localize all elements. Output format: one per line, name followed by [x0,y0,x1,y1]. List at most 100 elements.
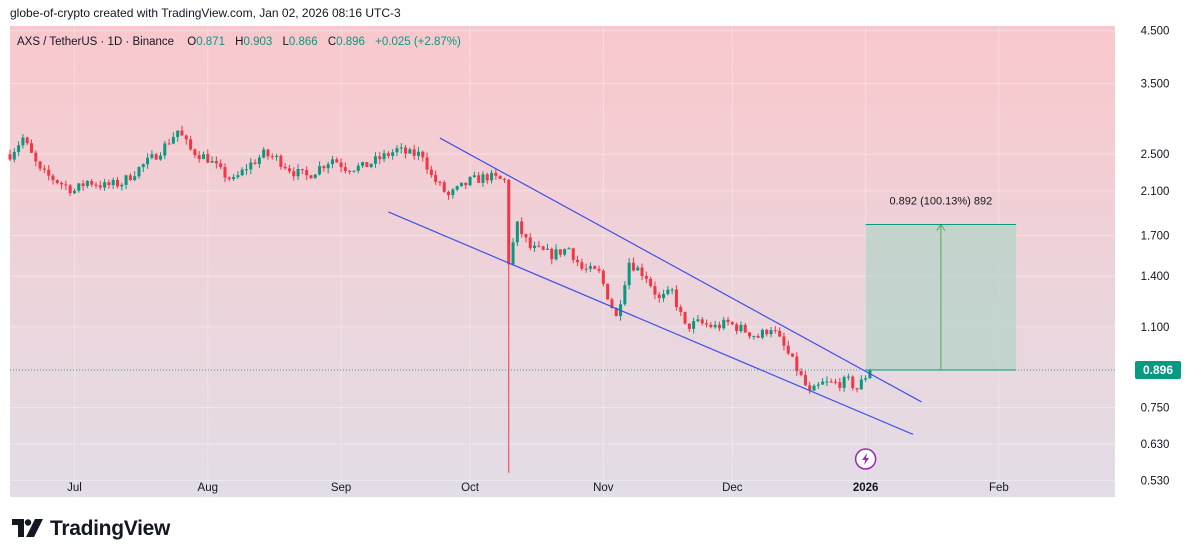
candle-body [369,163,373,168]
candle-body [644,276,648,279]
candle-body [584,268,588,270]
candle-body [455,186,459,190]
candle-body [627,262,631,286]
candle-body [262,149,266,158]
candle-body [287,168,291,172]
candle-body [189,139,193,150]
candle-body [163,143,167,156]
candle-body [606,283,610,300]
candle-body [141,164,145,168]
grid-lines [10,26,1115,497]
candle-body [38,161,42,169]
candle-body [193,149,197,156]
candle-body [322,166,326,169]
candle-body [124,175,128,185]
high-value: 0.903 [243,36,273,48]
candle-body [838,382,842,388]
candle-body [709,324,713,328]
projection-tool[interactable]: 0.892 (100.13%) 892 [865,196,1017,371]
candle-body [670,289,674,291]
candle-body [791,353,795,357]
candle-body [283,166,287,169]
lightning-bolt-icon[interactable] [854,448,877,470]
candle-body [533,245,537,249]
candle-body [700,319,704,324]
price-tick-label: 0.750 [1141,402,1170,414]
candle-body [42,168,46,170]
price-tick-label: 4.500 [1141,26,1170,38]
price-tick-label: 3.500 [1141,78,1170,90]
candle-body [760,329,764,338]
time-axis[interactable]: Jul Aug Sep Oct Nov Dec 2026 Feb [67,482,1009,494]
candle-body [399,147,403,149]
candle-body [851,376,855,389]
candle-body [429,169,433,175]
candle-body [782,336,786,346]
tradingview-brand[interactable]: TradingView [12,515,170,543]
time-tick-label: Jul [67,482,82,494]
candle-body [769,330,773,335]
high-label: H [235,36,244,48]
candle-body [98,185,102,188]
candle-body [412,149,416,156]
candle-body [309,175,313,179]
candle-body [404,147,408,154]
attribution-text: globe-of-crypto created with TradingView… [10,6,401,20]
candle-body [133,176,137,181]
candle-body [318,166,322,175]
candle-body [567,248,571,250]
symbol-legend: AXS / TetherUS · 1D · Binance O0.871 H0.… [17,36,468,48]
candle-body [378,156,382,160]
candle-body [85,180,89,187]
candle-body [365,162,369,168]
candle-body [90,180,94,185]
candle-body [502,178,506,180]
candle-body [236,175,240,178]
time-tick-label: Feb [989,482,1009,494]
candle-body [137,167,141,177]
candle-body [580,262,584,269]
candle-body [545,248,549,250]
low-value: 0.866 [288,36,318,48]
candle-body [786,345,790,354]
symbol-name[interactable]: AXS / TetherUS · 1D · Binance [17,36,175,48]
candle-body [60,182,64,185]
candle-body [812,385,816,391]
candle-body [739,324,743,332]
candle-body [154,154,158,160]
candle-body [47,169,51,176]
candle-body [158,155,162,160]
candle-body [8,154,12,160]
price-tick-label: 1.100 [1141,322,1170,334]
candle-body [416,151,420,156]
candle-body [300,169,304,171]
candle-body [421,151,425,158]
candle-body [795,356,799,372]
candle-body [305,170,309,176]
candle-body [128,175,132,181]
candle-body [356,165,360,171]
candle-body [842,377,846,388]
candle-body [649,278,653,287]
candle-body [330,159,334,165]
candle-body [232,177,236,180]
price-tick-label: 0.530 [1141,475,1170,487]
candle-body [752,336,756,338]
price-axis[interactable]: 4.500 3.500 2.500 2.100 1.700 1.400 1.100 0.750… [1141,26,1170,488]
candle-body [717,324,721,329]
candle-body [201,154,205,160]
candle-body [571,248,575,260]
candle-body [494,172,498,176]
candle-body [240,169,244,176]
price-tick-label: 0.630 [1141,439,1170,451]
candle-body [447,191,451,196]
candle-body [597,268,601,271]
price-tick-label: 1.700 [1141,230,1170,242]
close-label: C [327,36,337,48]
channel-lines[interactable] [388,137,922,435]
candle-body [705,323,709,325]
candle-body [206,154,210,163]
candle-body [94,184,98,186]
time-tick-label: Aug [198,482,218,494]
